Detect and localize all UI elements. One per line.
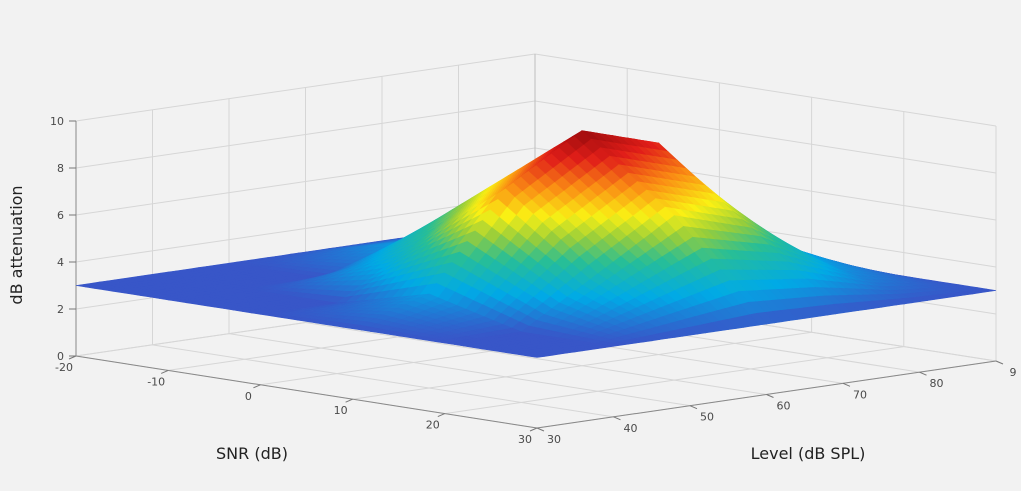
y-tick-label: 30 xyxy=(547,433,561,446)
z-tick-label: 8 xyxy=(57,162,64,175)
y-tick-mark xyxy=(690,406,697,409)
y-tick-label: 40 xyxy=(624,422,638,435)
surface xyxy=(76,131,996,358)
z-tick-label: 2 xyxy=(57,303,64,316)
y-tick-label: 60 xyxy=(777,400,791,413)
y-tick-mark xyxy=(767,395,774,398)
x-tick-label: 30 xyxy=(518,433,532,446)
x-tick-mark xyxy=(346,399,353,402)
x-tick-mark xyxy=(530,428,537,431)
y-tick-mark xyxy=(843,383,850,386)
x-tick-mark xyxy=(253,385,260,388)
z-tick-label: 6 xyxy=(57,209,64,222)
x-tick-mark xyxy=(438,414,445,417)
x-tick-label: 10 xyxy=(334,404,348,417)
z-tick-label: 10 xyxy=(50,115,64,128)
grid-line-z-wall xyxy=(535,54,996,126)
y-tick-label: 50 xyxy=(700,411,714,424)
y-axis-label: Level (dB SPL) xyxy=(751,444,866,463)
x-tick-mark xyxy=(161,370,168,373)
y-tick-label: 9 xyxy=(1010,366,1017,379)
y-tick-label: 80 xyxy=(930,377,944,390)
x-axis-label: SNR (dB) xyxy=(216,444,288,463)
y-tick-label: 70 xyxy=(853,388,867,401)
y-tick-mark xyxy=(537,428,544,431)
x-tick-label: 0 xyxy=(245,390,252,403)
y-tick-mark xyxy=(614,417,621,420)
x-tick-label: -10 xyxy=(147,375,165,388)
z-tick-label: 4 xyxy=(57,256,64,269)
y-tick-mark xyxy=(996,361,1003,364)
z-tick-label: 0 xyxy=(57,350,64,363)
x-tick-label: 20 xyxy=(426,419,440,432)
z-axis-label: dB attenuation xyxy=(7,185,26,304)
x-axis-line xyxy=(76,356,537,428)
y-tick-mark xyxy=(920,372,927,375)
